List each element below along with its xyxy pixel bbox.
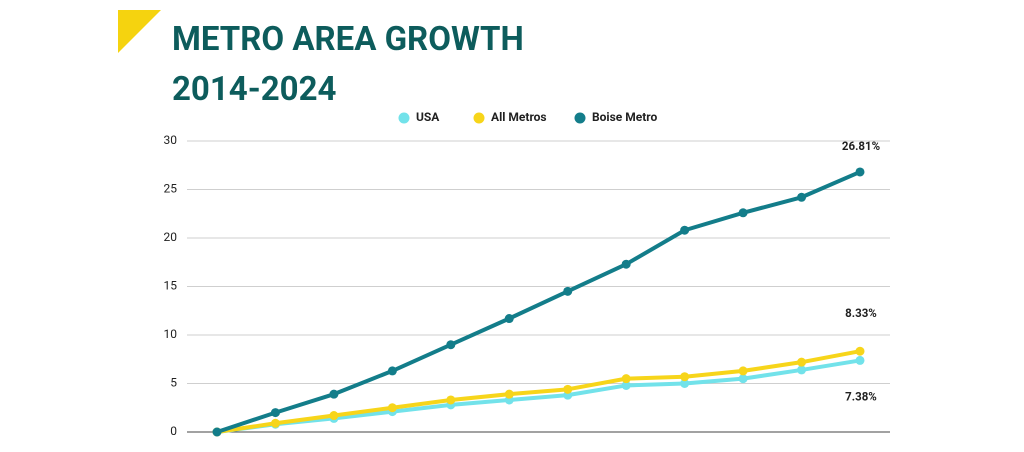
data-point: [446, 340, 456, 350]
data-point: [680, 225, 690, 235]
legend-marker: [473, 112, 485, 124]
data-point: [563, 384, 573, 394]
data-point: [504, 389, 514, 399]
series-line: [216, 349, 861, 434]
series-line: [216, 358, 861, 434]
data-point: [270, 408, 280, 418]
y-tick-label: 0: [170, 424, 177, 438]
data-label: 7.38%: [845, 389, 877, 403]
chart-subtitle: 2014-2024: [172, 70, 337, 109]
legend-label: USA: [416, 110, 440, 124]
data-point: [680, 379, 690, 388]
y-tick-label: 15: [164, 279, 178, 293]
data-point: [738, 208, 748, 218]
legend-label: All Metros: [491, 110, 547, 124]
data-point: [855, 167, 865, 177]
data-label: 8.33%: [845, 306, 877, 320]
data-point: [446, 395, 456, 405]
data-point: [270, 418, 280, 428]
series-line: [216, 170, 861, 434]
data-point: [212, 427, 222, 437]
data-point: [387, 403, 397, 413]
data-point: [797, 365, 807, 375]
data-point: [680, 372, 690, 382]
data-point: [563, 286, 573, 296]
legend-marker: [398, 112, 410, 124]
y-tick-label: 25: [164, 182, 178, 196]
data-point: [738, 366, 748, 376]
data-point: [621, 380, 631, 390]
data-point: [387, 366, 397, 376]
data-point: [504, 314, 514, 324]
legend-marker: [574, 112, 586, 124]
data-point: [621, 259, 631, 269]
data-point: [797, 192, 807, 202]
data-point: [797, 357, 807, 367]
chart-title: METRO AREA GROWTH: [172, 20, 524, 59]
data-point: [738, 374, 748, 384]
legend-label: Boise Metro: [592, 110, 657, 124]
y-tick-label: 5: [170, 376, 177, 390]
y-tick-label: 10: [164, 327, 178, 341]
data-point: [329, 411, 339, 421]
title-accent: [118, 10, 161, 53]
y-tick-label: 30: [164, 133, 178, 147]
data-label: 26.81%: [842, 139, 880, 153]
data-point: [329, 389, 339, 399]
data-point: [621, 374, 631, 384]
data-point: [855, 346, 865, 356]
data-point: [855, 355, 865, 365]
y-tick-label: 20: [164, 230, 178, 244]
